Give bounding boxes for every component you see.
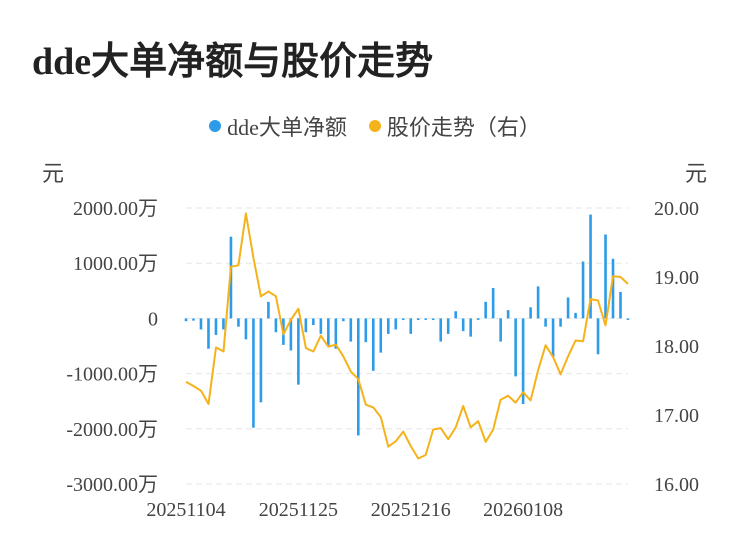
dde-bar — [237, 318, 240, 327]
x-tick-label: 20260108 — [483, 499, 563, 521]
x-tick-label: 20251125 — [259, 499, 338, 521]
dde-bar — [461, 318, 465, 332]
dde-bar — [454, 311, 457, 319]
legend-label-dde: dde大单净额 — [227, 115, 347, 140]
left-tick-label: 1000.00万 — [73, 253, 158, 275]
dde-bar — [416, 318, 420, 321]
dde-bar — [342, 318, 345, 322]
dde-bar — [386, 318, 390, 334]
dde-bar — [334, 318, 338, 349]
dde-bar — [529, 307, 532, 319]
dde-bar — [401, 318, 405, 321]
dde-bar — [424, 318, 428, 320]
left-tick-label: -1000.00万 — [66, 364, 158, 386]
legend-label-price: 股价走势（右） — [386, 115, 541, 140]
x-tick-label: 20251216 — [371, 499, 451, 521]
dde-bar — [199, 318, 203, 330]
dde-bar — [409, 318, 413, 334]
left-tick-label: -3000.00万 — [66, 474, 158, 496]
price-line — [185, 212, 629, 460]
dde-bar — [439, 318, 443, 342]
right-tick-label: 17.00 — [654, 405, 699, 427]
right-tick-label: 18.00 — [654, 336, 699, 358]
right-tick-label: 20.00 — [654, 198, 699, 220]
dde-bar — [364, 318, 368, 343]
dde-bar — [371, 318, 375, 371]
left-axis-unit: 元 — [42, 161, 65, 186]
dde-bar — [304, 318, 308, 333]
dde-bar — [252, 318, 255, 428]
dde-bar — [289, 318, 293, 351]
legend-dot-dde — [209, 120, 222, 132]
dde-bar — [476, 318, 480, 320]
dde-bar — [559, 318, 562, 327]
dde-bar — [207, 318, 210, 349]
left-tick-label: 0 — [148, 308, 158, 330]
dde-bar — [244, 318, 248, 340]
dde-bar — [611, 258, 615, 319]
dde-bar — [484, 301, 487, 319]
dde-bar — [604, 234, 607, 319]
dde-bar — [327, 318, 330, 346]
dde-bar — [319, 318, 323, 334]
dde-bar — [349, 318, 353, 342]
dde-bar — [379, 318, 383, 353]
dde-bar — [574, 312, 577, 319]
right-tick-label: 19.00 — [654, 267, 699, 289]
dde-bar — [469, 318, 472, 337]
dde-bar — [357, 318, 360, 436]
dde-bar — [491, 288, 495, 319]
dde-bar — [446, 318, 450, 334]
chart-title: dde大单净额与股价走势 — [32, 41, 434, 83]
dde-bar — [192, 318, 195, 321]
dde-bar — [566, 297, 570, 319]
dde-bar — [619, 291, 622, 319]
dde-bar — [267, 301, 270, 319]
dde-bar — [551, 318, 555, 358]
dde-bar — [222, 318, 225, 330]
left-tick-label: 2000.00万 — [73, 198, 158, 220]
dde-bar — [259, 318, 263, 403]
dde-bar — [596, 318, 600, 355]
dde-bar — [214, 318, 218, 335]
left-tick-label: -2000.00万 — [66, 419, 158, 441]
dde-bar — [506, 310, 510, 319]
dde-bar — [312, 318, 315, 326]
legend-item-price[interactable]: 股价走势（右） — [368, 110, 541, 142]
dde-bar — [626, 318, 630, 320]
dde-bar — [581, 261, 585, 319]
legend-dot-price — [368, 120, 381, 132]
dde-bar — [297, 318, 300, 385]
dde-bar — [514, 318, 517, 377]
legend-item-dde[interactable]: dde大单净额 — [209, 110, 347, 142]
dde-bar — [544, 318, 547, 327]
dde-bar — [394, 318, 398, 330]
dde-bar — [184, 318, 188, 322]
x-tick-label: 20251104 — [146, 499, 225, 521]
right-axis-unit: 元 — [685, 161, 708, 186]
dde-bar — [499, 318, 502, 342]
dde-bar — [536, 286, 540, 319]
dde-bar — [521, 318, 525, 404]
dde-bar — [589, 214, 592, 319]
dde-bar — [431, 318, 435, 321]
legend: dde大单净额 股价走势（右） — [0, 110, 750, 142]
right-tick-label: 16.00 — [654, 474, 699, 496]
dde-bar — [274, 318, 278, 333]
